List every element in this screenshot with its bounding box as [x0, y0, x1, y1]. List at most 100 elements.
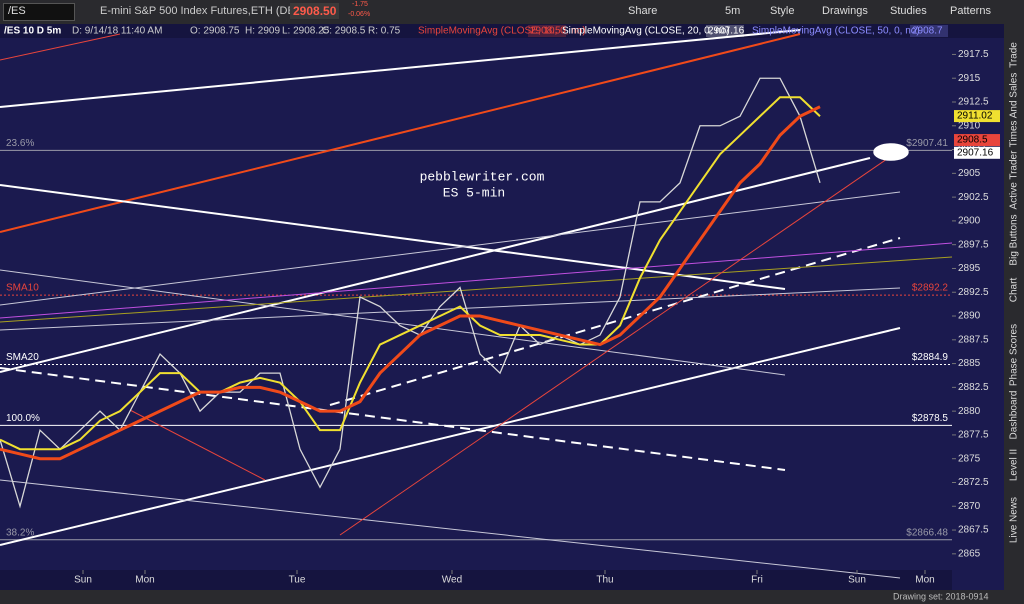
y-tick-label: 2880 [958, 406, 981, 417]
toolbar-button[interactable]: Studies [890, 5, 927, 17]
study-label: SimpleMovingAvg (CLOSE, 10, 0, no) [418, 26, 586, 37]
study-label: SimpleMovingAvg (CLOSE, 50, 0, no) [752, 26, 920, 37]
x-tick-label: Wed [442, 575, 462, 586]
toolbar-button[interactable]: Style [770, 5, 795, 17]
symbol[interactable]: /ES [8, 5, 26, 17]
level-price: $2866.48 [906, 527, 948, 538]
study-value: 2908.5 [530, 26, 561, 37]
quote: L: 2908.25 [282, 26, 330, 37]
annotation: ES 5-min [443, 185, 505, 200]
sidebar [1004, 24, 1024, 590]
y-tick-label: 2905 [958, 168, 981, 179]
toolbar-button[interactable]: 5m [725, 5, 741, 17]
trend-line[interactable] [0, 269, 786, 376]
y-tick-label: 2902.5 [958, 192, 989, 203]
price-marker [954, 146, 1000, 159]
y-tick-label: 2877.5 [958, 430, 989, 441]
toolbar-button[interactable]: Share [628, 5, 658, 17]
x-tick-label: Fri [751, 575, 763, 586]
sidebar-tab[interactable]: Chart [1009, 278, 1020, 303]
x-tick-label: Mon [915, 575, 934, 586]
y-tick-label: 2895 [958, 263, 981, 274]
description: E-mini S&P 500 Index Futures,ETH (DEC 18… [100, 5, 322, 17]
trend-line[interactable] [0, 287, 901, 331]
y-tick-label: 2865 [958, 548, 981, 559]
symbol-period: /ES 10 D 5m [4, 26, 61, 37]
sidebar-tab[interactable]: Live News [1009, 497, 1020, 543]
price-marker-label: 2907.16 [957, 147, 994, 158]
y-tick-label: 2882.5 [958, 382, 989, 393]
sidebar-tab[interactable]: Times And Sales [1009, 73, 1020, 148]
ellipse-marker[interactable] [873, 143, 909, 161]
study-value-box [910, 25, 948, 37]
x-tick-label: Thu [596, 575, 613, 586]
y-tick-label: 2872.5 [958, 477, 989, 488]
symbol-box[interactable] [3, 3, 75, 21]
quote: H: 2909 [245, 26, 280, 37]
trend-line[interactable] [0, 367, 786, 471]
trend-line[interactable] [0, 327, 901, 546]
trend-line[interactable] [0, 29, 801, 108]
y-tick-label: 2885 [958, 358, 981, 369]
y-tick-label: 2890 [958, 311, 981, 322]
trend-line[interactable] [129, 409, 266, 481]
toolbar-button[interactable]: Patterns [950, 5, 991, 17]
y-tick-label: 2867.5 [958, 525, 989, 536]
quote: C: 2908.5 [322, 26, 366, 37]
y-tick-label: 2900 [958, 216, 981, 227]
change: -1.75 [352, 1, 368, 8]
trend-line[interactable] [339, 149, 901, 536]
sidebar-tab[interactable]: Level II [1009, 449, 1020, 481]
sidebar-tab[interactable]: Big Buttons [1009, 214, 1020, 265]
trend-line[interactable] [0, 184, 786, 290]
y-tick-label: 2917.5 [958, 49, 989, 60]
x-tick-label: Tue [289, 575, 306, 586]
y-tick-label: 2870 [958, 501, 981, 512]
grid [0, 149, 952, 541]
time-axis [0, 570, 952, 590]
trend-line[interactable] [0, 191, 901, 306]
sidebar-tab[interactable]: Dashboard [1009, 391, 1020, 440]
level-name: SMA10 [6, 283, 39, 294]
level-price: $2884.9 [912, 352, 949, 363]
sidebar-tab[interactable]: Active Trader [1009, 150, 1020, 210]
level-name: 23.6% [6, 138, 34, 149]
quote: D: 9/14/18 11:40 AM [72, 26, 162, 37]
price-marker [954, 110, 1000, 123]
x-tick-label: Mon [135, 575, 154, 586]
study-value: 2907.16 [708, 26, 745, 37]
change-pct: -0.06% [348, 11, 371, 18]
price-marker [954, 134, 1000, 147]
y-tick-label: 2912.5 [958, 97, 989, 108]
price-marker-label: 2908.5 [957, 135, 988, 146]
level-price: $2892.2 [912, 283, 949, 294]
level-name: 100.0% [6, 413, 40, 424]
toolbar-button[interactable]: Drawings [822, 5, 868, 17]
trend-line[interactable] [0, 33, 801, 233]
trend-line[interactable] [0, 256, 953, 323]
status-bar [0, 590, 1024, 604]
toolbar: /ES E-mini S&P 500 Index Futures,ETH (DE… [0, 0, 1024, 24]
study-value-box [528, 25, 566, 37]
sidebar-tab[interactable]: Trade [1009, 42, 1020, 68]
last-price: 2908.50 [290, 3, 340, 19]
sidebar-tab[interactable]: Phase Scores [1009, 324, 1020, 386]
x-tick-label: Sun [74, 575, 92, 586]
trend-line[interactable] [0, 242, 953, 319]
study-label: SimpleMovingAvg (CLOSE, 20, 0, no) [562, 26, 730, 37]
y-tick-label: 2887.5 [958, 334, 989, 345]
trend-line[interactable] [0, 479, 901, 579]
trend-line[interactable] [329, 237, 901, 406]
y-tick-label: 2910 [958, 120, 981, 131]
level-name: SMA20 [6, 352, 39, 363]
x-tick-label: Sun [848, 575, 866, 586]
level-price: $2878.5 [912, 413, 949, 424]
y-tick-label: 2897.5 [958, 239, 989, 250]
study-value-box [706, 25, 744, 37]
trend-line[interactable] [0, 33, 121, 61]
chart: pebblewriter.com ES 5-min Drawing set: 2… [0, 24, 1024, 604]
annotation: pebblewriter.com [420, 169, 545, 184]
series-line [0, 96, 821, 451]
trend-line[interactable] [0, 157, 871, 373]
